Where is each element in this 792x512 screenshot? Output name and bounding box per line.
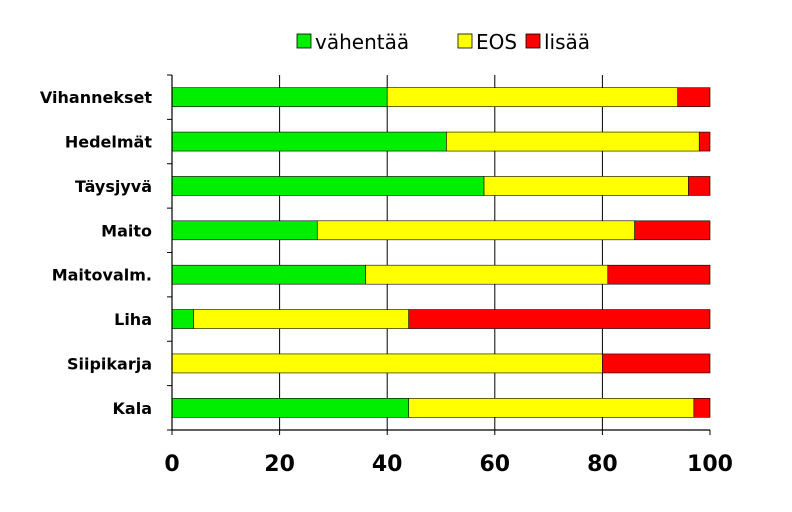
bar-segment <box>602 353 711 374</box>
bar-segment <box>171 309 194 329</box>
bar-segment <box>688 176 711 196</box>
category-label: Täysjyvä <box>75 177 152 196</box>
bar-segment <box>698 131 711 152</box>
category-label: Liha <box>114 310 152 329</box>
bar-segment <box>171 398 410 418</box>
bar-segment <box>316 220 635 241</box>
bar-segment <box>171 264 366 285</box>
labels: Vihannekset Hedelmät Täysjyvä Maito Maitoval… <box>40 88 733 477</box>
x-tick-label: 20 <box>264 452 295 477</box>
legend-label: vähentää <box>315 30 409 54</box>
bar-segment <box>634 220 711 241</box>
category-label: Siipikarja <box>67 354 152 373</box>
bar-segment <box>365 264 609 285</box>
legend-label: EOS <box>476 30 517 54</box>
bar-segment <box>483 176 689 196</box>
x-tick-label: 40 <box>372 452 403 477</box>
gridlines <box>279 75 603 430</box>
axes <box>167 74 711 435</box>
x-tick-label: 0 <box>164 452 179 477</box>
bar-segment <box>386 87 679 107</box>
bar-segment <box>193 309 410 329</box>
bar-segment <box>171 220 318 241</box>
category-label: Kala <box>113 399 152 418</box>
bar-segment <box>693 398 711 418</box>
category-label: Vihannekset <box>40 88 152 107</box>
bar-segment <box>607 264 711 285</box>
bar-segment <box>446 131 700 152</box>
category-label: Maito <box>101 221 152 240</box>
category-label: Hedelmät <box>65 133 153 152</box>
category-label: Maitovalm. <box>52 266 152 285</box>
legend: vähentää EOS lisää <box>296 30 590 54</box>
bar-segment <box>171 131 447 152</box>
x-tick-label: 100 <box>687 452 733 477</box>
bar-segment <box>677 87 711 107</box>
x-tick-label: 60 <box>479 452 510 477</box>
bar-segment <box>171 353 603 374</box>
bar-segment <box>171 176 485 196</box>
bar-segment <box>408 309 711 329</box>
x-tick-label: 80 <box>587 452 618 477</box>
legend-swatch <box>525 33 541 49</box>
legend-swatch <box>296 33 312 49</box>
bars <box>171 87 711 418</box>
legend-swatch <box>457 33 473 49</box>
bar-segment <box>171 87 388 107</box>
legend-label: lisää <box>544 30 590 54</box>
bar-segment <box>408 398 695 418</box>
